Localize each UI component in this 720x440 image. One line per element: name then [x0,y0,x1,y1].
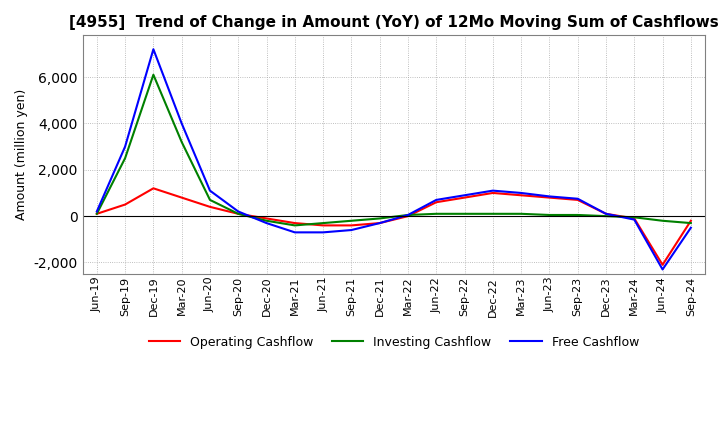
Free Cashflow [92,209,101,214]
Line: Operating Cashflow: Operating Cashflow [96,188,691,265]
Operating Cashflow [687,218,696,224]
Operating Cashflow [658,262,667,268]
Investing Cashflow [206,197,215,202]
Operating Cashflow [545,195,554,200]
Investing Cashflow [489,211,498,216]
Investing Cashflow [375,216,384,221]
Y-axis label: Amount (million yen): Amount (million yen) [15,89,28,220]
Investing Cashflow [658,218,667,224]
Free Cashflow [630,217,639,222]
Operating Cashflow [347,223,356,228]
Investing Cashflow [290,223,299,228]
Investing Cashflow [177,139,186,145]
Operating Cashflow [630,216,639,221]
Operating Cashflow [206,204,215,209]
Investing Cashflow [545,213,554,218]
Operating Cashflow [517,193,526,198]
Operating Cashflow [404,213,413,219]
Operating Cashflow [489,191,498,196]
Investing Cashflow [432,211,441,216]
Free Cashflow [573,196,582,202]
Operating Cashflow [290,220,299,226]
Investing Cashflow [460,211,469,216]
Free Cashflow [206,188,215,193]
Investing Cashflow [630,215,639,220]
Title: [4955]  Trend of Change in Amount (YoY) of 12Mo Moving Sum of Cashflows: [4955] Trend of Change in Amount (YoY) o… [69,15,719,30]
Free Cashflow [687,225,696,231]
Free Cashflow [121,144,130,149]
Investing Cashflow [687,220,696,226]
Operating Cashflow [149,186,158,191]
Investing Cashflow [92,211,101,216]
Free Cashflow [545,194,554,199]
Legend: Operating Cashflow, Investing Cashflow, Free Cashflow: Operating Cashflow, Investing Cashflow, … [144,331,644,354]
Operating Cashflow [573,197,582,202]
Operating Cashflow [121,202,130,207]
Free Cashflow [404,213,413,218]
Investing Cashflow [262,218,271,224]
Investing Cashflow [602,213,611,219]
Free Cashflow [319,230,328,235]
Free Cashflow [262,220,271,226]
Investing Cashflow [404,213,413,218]
Investing Cashflow [347,218,356,224]
Free Cashflow [149,47,158,52]
Investing Cashflow [319,220,328,226]
Operating Cashflow [460,195,469,200]
Operating Cashflow [319,223,328,228]
Line: Free Cashflow: Free Cashflow [96,49,691,269]
Operating Cashflow [234,211,243,216]
Investing Cashflow [234,211,243,216]
Investing Cashflow [121,156,130,161]
Line: Investing Cashflow: Investing Cashflow [96,75,691,225]
Free Cashflow [290,230,299,235]
Free Cashflow [375,220,384,226]
Investing Cashflow [517,211,526,216]
Investing Cashflow [573,213,582,218]
Free Cashflow [517,191,526,196]
Free Cashflow [177,121,186,126]
Free Cashflow [347,227,356,233]
Operating Cashflow [375,220,384,226]
Free Cashflow [432,197,441,202]
Operating Cashflow [177,195,186,200]
Free Cashflow [234,209,243,214]
Operating Cashflow [262,216,271,221]
Operating Cashflow [602,211,611,216]
Operating Cashflow [432,200,441,205]
Free Cashflow [489,188,498,193]
Free Cashflow [602,211,611,216]
Operating Cashflow [92,211,101,216]
Free Cashflow [460,193,469,198]
Investing Cashflow [149,72,158,77]
Free Cashflow [658,267,667,272]
